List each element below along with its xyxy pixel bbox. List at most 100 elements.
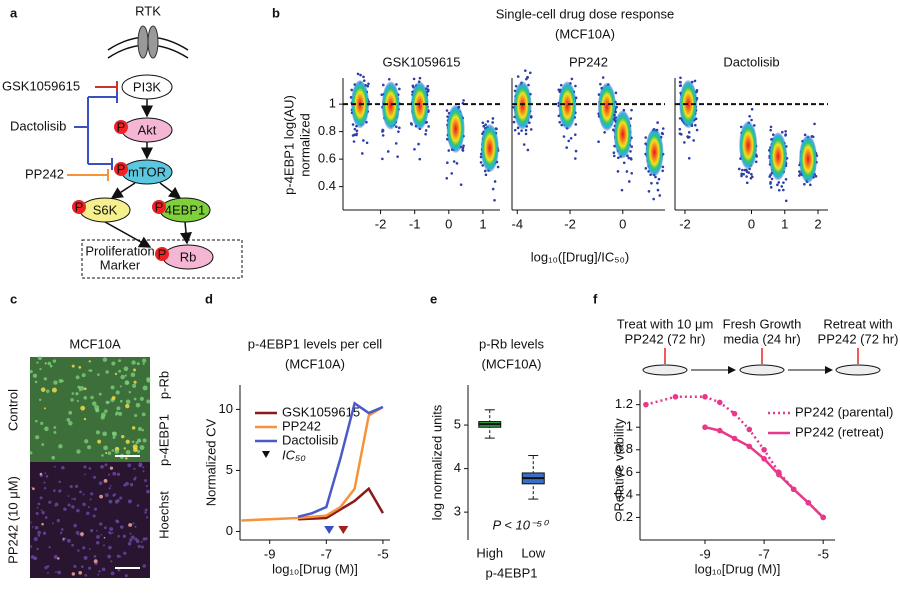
cell-dot (130, 372, 136, 378)
cell-dot (574, 149, 578, 153)
cell-dot (45, 389, 50, 394)
cell-dot (144, 479, 147, 482)
cell-dot (58, 480, 62, 484)
cell-dot (102, 431, 107, 437)
cell-dot (614, 110, 617, 114)
cell-dot (445, 109, 449, 112)
cell-dot (133, 467, 136, 470)
node (121, 74, 173, 100)
cell-dot (44, 426, 49, 432)
cell-dot (397, 130, 400, 133)
cell-dot (94, 507, 98, 511)
cell-dot (752, 124, 756, 127)
channel-label: p-4EBP1 (156, 414, 171, 466)
cell-dot (351, 134, 355, 137)
cell-dot (117, 535, 120, 538)
cell-dot (557, 88, 561, 92)
cell-dot (127, 463, 132, 468)
cell-dot (83, 555, 88, 560)
cell-dot (661, 127, 665, 130)
cell-dot (131, 360, 136, 365)
cell-dot (398, 126, 401, 130)
cell-dot (630, 171, 633, 175)
row-label: PP242 (10 μM) (5, 476, 20, 564)
cell-dot (59, 531, 63, 535)
cell-dot (116, 472, 121, 476)
phospho-label: P (158, 246, 167, 261)
cell-dot (101, 454, 104, 457)
panel-label: d (205, 291, 213, 306)
cell-dot (142, 466, 145, 469)
receptor (147, 25, 159, 59)
cell-dot (75, 375, 80, 380)
phospho-label: P (117, 119, 126, 134)
cell-dot (754, 160, 758, 164)
data-point (672, 393, 679, 400)
cell-dot (64, 537, 67, 540)
cell-dot (121, 435, 125, 439)
cell-dot (512, 120, 516, 124)
cell-dot (777, 188, 781, 192)
cell-dot (62, 537, 65, 540)
cell-dot (111, 531, 114, 534)
arrow (110, 182, 136, 199)
cell-dot (118, 359, 122, 363)
cell-dot (127, 499, 132, 504)
cell-dot (514, 84, 518, 88)
cell-dot (516, 75, 520, 78)
micro-image (30, 462, 150, 578)
cell-dot (622, 161, 626, 165)
cell-dot (53, 380, 58, 385)
cell-dot (97, 373, 100, 376)
cell-dot (782, 181, 785, 184)
node-label: Akt (138, 122, 157, 137)
data-point (790, 486, 797, 493)
cell-dot (107, 554, 112, 559)
density-strip (769, 132, 788, 181)
series-line (241, 405, 384, 522)
cell-dot (654, 175, 657, 179)
cell-dot (90, 529, 94, 533)
cell-dot (107, 451, 112, 455)
cell-dot (625, 170, 629, 173)
cell-dot (83, 465, 87, 469)
cell-dot (111, 431, 116, 436)
x-axis-label: log₁₀([Drug]/IC₅₀) (531, 249, 629, 264)
cell-dot (558, 120, 562, 124)
cell-dot (361, 152, 364, 155)
cell-dot (53, 426, 57, 429)
cell-dot (687, 156, 691, 160)
cell-dot (119, 385, 122, 388)
cell-dot (418, 157, 422, 161)
cell-dot (93, 559, 98, 564)
cell-dot (125, 399, 131, 405)
cell-dot (58, 379, 63, 383)
group-label: p-4EBP1 (485, 565, 537, 580)
marker-label: Proliferation (85, 243, 154, 258)
data-point (746, 426, 753, 433)
cell-dot (90, 492, 94, 496)
inhibit (95, 81, 118, 93)
cell-dot (481, 121, 485, 125)
cell-dot (679, 76, 682, 80)
cell-dot (114, 449, 120, 454)
density-strip (645, 128, 664, 177)
chart-title: p-Rb levels (479, 336, 545, 351)
cell-dot (142, 385, 148, 391)
cell-dot (108, 499, 113, 504)
x-tick-label: 0 (748, 216, 755, 231)
marker-box (81, 239, 243, 279)
cell-dot (82, 546, 86, 550)
cell-dot (67, 503, 71, 507)
cell-dot (770, 177, 774, 181)
y-tick-label: 5 (454, 416, 461, 431)
x-tick-label: -7 (758, 546, 770, 561)
cell-dot (93, 475, 97, 479)
cell-dot (66, 538, 71, 543)
cell-dot (105, 370, 109, 374)
cell-dot (144, 508, 148, 512)
cell-dot (751, 175, 754, 179)
cell-dot (39, 472, 43, 476)
cell-dot (53, 465, 56, 468)
cell-dot (656, 188, 660, 192)
